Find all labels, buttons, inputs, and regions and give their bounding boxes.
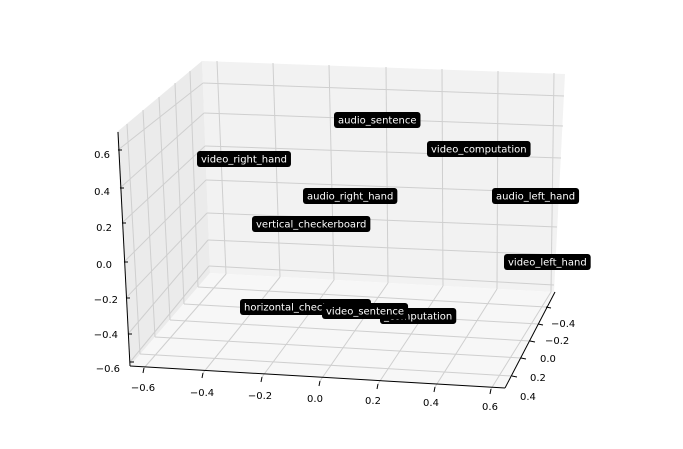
- y-tick-label: −0.2: [545, 336, 569, 347]
- point-label-text: video_right_hand: [201, 155, 287, 166]
- point-label-box: [504, 254, 591, 270]
- point-label-box: [334, 112, 421, 128]
- z-tick-labels: 0.6 0.4 0.2 0.0 −0.2 −0.4 −0.6: [94, 150, 120, 375]
- x-tick-label: 0.0: [307, 394, 323, 405]
- y-tick-label: −0.4: [551, 319, 575, 330]
- x-tick-label: −0.4: [190, 388, 214, 399]
- point-label-video-right-hand: video_right_hand: [197, 151, 291, 167]
- point-label-audio-sentence: audio_sentence: [334, 112, 421, 128]
- left-wall-pane: [117, 61, 210, 366]
- z-tick-label: 0.0: [96, 260, 112, 271]
- point-label-box: [303, 188, 398, 204]
- y-tick-labels: −0.4 −0.2 0.0 0.2 0.4: [520, 319, 575, 403]
- point-label-box: [427, 141, 531, 157]
- point-label-vertical-checkerboard: vertical_checkerboard: [252, 216, 371, 232]
- x-tick-label: 0.6: [482, 402, 498, 413]
- point-label-audio-left-hand: audio_left_hand: [492, 188, 580, 204]
- point-label-video-left-hand: video_left_hand: [504, 254, 591, 270]
- z-tick-label: 0.4: [94, 187, 110, 198]
- point-label-text: audio_left_hand: [496, 192, 575, 203]
- point-label-text: audio_sentence: [338, 116, 416, 127]
- point-label-audio-right-hand: audio_right_hand: [303, 188, 398, 204]
- x-axis-line: [129, 365, 506, 389]
- point-label-text: video_left_hand: [508, 258, 587, 269]
- z-tick-label: 0.2: [96, 223, 112, 234]
- z-tick-label: 0.6: [94, 150, 110, 161]
- point-label-box: [197, 151, 291, 167]
- y-tick-label: 0.0: [540, 354, 556, 365]
- x-tick-label: 0.2: [365, 396, 381, 407]
- point-label-text: vertical_checkerboard: [256, 220, 366, 231]
- z-tick-label: −0.2: [94, 295, 118, 306]
- z-axis-line: [117, 131, 131, 367]
- point-labels: audio_sentence video_computation video_rig…: [197, 112, 591, 324]
- axis-lines: [117, 131, 556, 389]
- y-tick-label: 0.2: [530, 373, 546, 384]
- point-label-text: video_computation: [431, 145, 527, 156]
- tick-marks: [118, 149, 552, 395]
- y-tick-label: 0.4: [520, 392, 536, 403]
- point-label-text: _computation: [383, 312, 452, 323]
- point-label-text: video_sentence: [326, 307, 404, 318]
- point-label-video-computation: video_computation: [427, 141, 531, 157]
- point-label-box: [492, 188, 580, 204]
- point-label-box: [322, 303, 409, 319]
- y-axis-line: [504, 291, 556, 389]
- x-tick-label: −0.6: [131, 383, 155, 394]
- x-tick-label: −0.2: [248, 391, 272, 402]
- z-tick-label: −0.4: [94, 330, 118, 341]
- x-tick-labels: −0.6 −0.4 −0.2 0.0 0.2 0.4 0.6: [131, 383, 498, 413]
- point-label-text: horizontal_checkerboard: [244, 303, 367, 314]
- z-tick-label: −0.6: [96, 364, 120, 375]
- back-wall-pane: [202, 61, 565, 292]
- point-label-text: audio_right_hand: [307, 192, 393, 203]
- point-label-video-sentence: video_sentence: [322, 303, 409, 319]
- point-label-box: [252, 216, 371, 232]
- x-tick-label: 0.4: [423, 398, 439, 409]
